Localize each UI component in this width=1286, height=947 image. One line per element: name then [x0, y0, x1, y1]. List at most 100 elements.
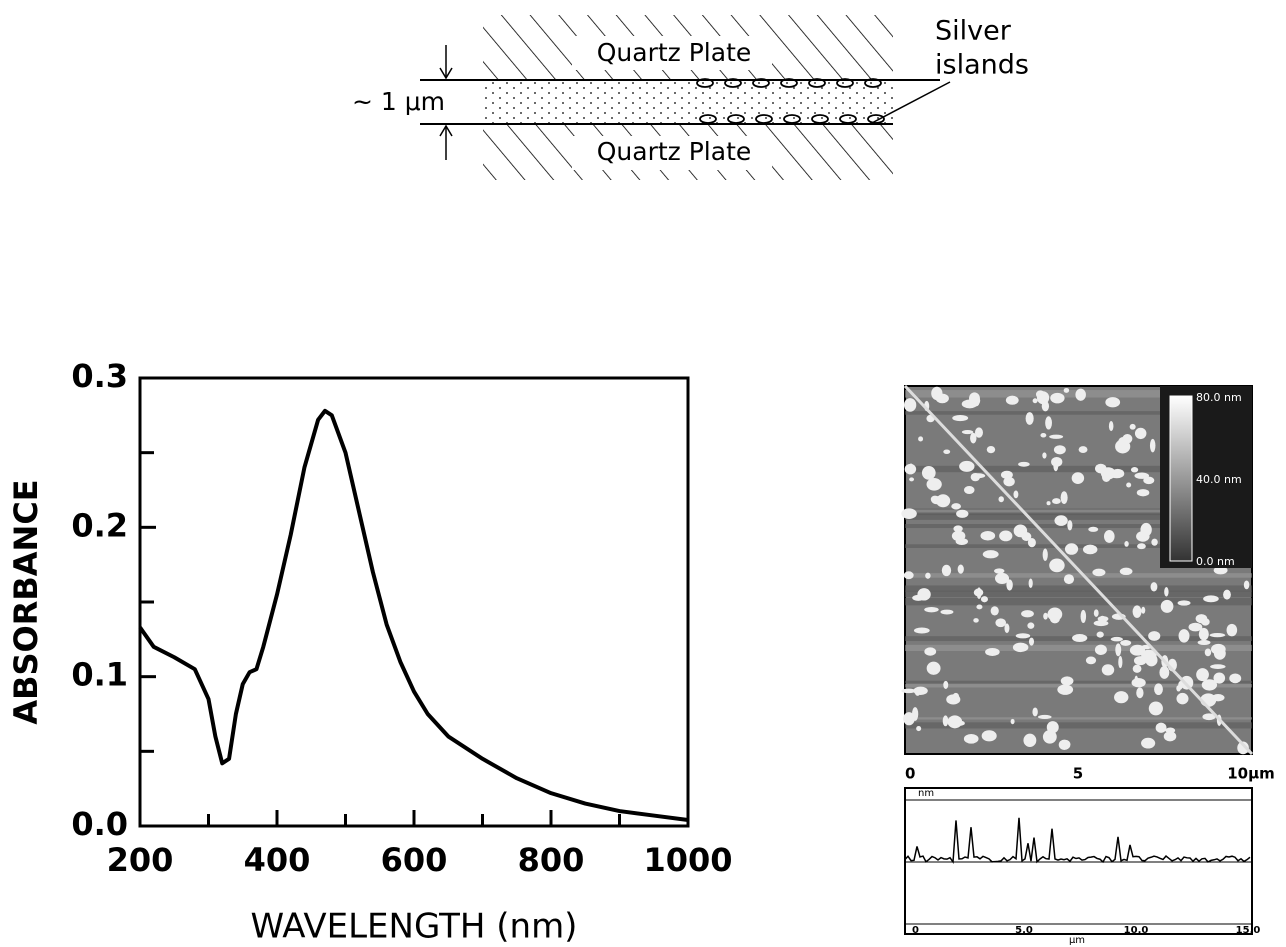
island-blob	[1129, 423, 1136, 430]
island-blob	[1064, 543, 1079, 555]
island-blob	[903, 571, 914, 580]
island-blob	[1148, 631, 1161, 641]
island-blob	[1023, 733, 1037, 748]
stripe	[905, 684, 1252, 688]
island-blob	[1243, 580, 1250, 590]
island-blob	[973, 397, 980, 407]
island-blob	[1035, 390, 1045, 399]
silver-island	[696, 78, 714, 88]
island-blob	[1046, 501, 1051, 506]
island-blob	[1000, 470, 1013, 480]
afm-axis-label: 5	[1073, 765, 1083, 783]
island-blob	[1057, 684, 1074, 695]
island-blob	[980, 530, 996, 541]
island-blob	[1124, 541, 1129, 547]
silver-island	[811, 114, 829, 124]
island-blob	[1141, 737, 1156, 749]
island-blob	[970, 432, 977, 444]
island-blob	[1096, 631, 1104, 638]
stripe	[905, 680, 1252, 684]
island-blob	[952, 692, 960, 701]
island-blob	[935, 393, 949, 404]
island-blob	[1160, 599, 1174, 613]
island-blob	[1028, 637, 1035, 646]
island-blob	[909, 477, 915, 482]
island-blob	[970, 472, 981, 482]
island-blob	[994, 568, 1005, 574]
island-blob	[985, 647, 1000, 656]
island-blob	[1047, 607, 1063, 621]
silver-island	[727, 114, 745, 124]
island-blob	[1115, 643, 1122, 657]
silver-island	[836, 78, 854, 88]
island-blob	[1210, 664, 1226, 669]
stripe	[905, 509, 1252, 513]
plate-label: Quartz Plate	[597, 137, 752, 166]
island-blob	[1237, 741, 1249, 755]
x-tick-label: 800	[518, 841, 585, 879]
island-blob	[1005, 395, 1019, 405]
island-blob	[1154, 683, 1163, 696]
silver-island	[867, 114, 885, 124]
island-blob	[1159, 666, 1170, 679]
island-blob	[1027, 622, 1035, 629]
island-blob	[1013, 490, 1019, 499]
island-blob	[999, 530, 1013, 542]
stripe	[905, 513, 1252, 520]
island-blob	[1080, 609, 1087, 624]
island-blob	[1025, 412, 1034, 425]
island-blob	[1049, 558, 1065, 573]
island-blob	[1103, 530, 1115, 543]
island-blob	[1118, 655, 1123, 669]
island-blob	[1140, 522, 1152, 537]
island-blob	[1021, 532, 1032, 541]
island-blob	[1063, 574, 1075, 585]
island-blob	[1151, 538, 1158, 546]
island-blob	[1213, 672, 1226, 684]
island-blob	[941, 564, 952, 577]
island-blob	[1012, 642, 1029, 653]
island-blob	[1223, 589, 1231, 600]
x-tick-label: 200	[107, 841, 174, 879]
silver-island	[783, 114, 801, 124]
island-blob	[1042, 548, 1048, 561]
stripe	[905, 722, 1252, 729]
plate-label: Quartz Plate	[597, 38, 752, 67]
island-blob	[961, 399, 978, 409]
island-blob	[1027, 537, 1036, 548]
island-blob	[1145, 653, 1158, 667]
island-blob	[940, 609, 954, 615]
island-blob	[903, 712, 915, 726]
island-blob	[1213, 647, 1226, 660]
island-blob	[901, 508, 917, 519]
island-blob	[1075, 388, 1086, 401]
island-blob	[1095, 463, 1107, 474]
island-blob	[1045, 416, 1052, 430]
scale-label: 0.0 nm	[1196, 555, 1235, 568]
scale-label: 80.0 nm	[1196, 391, 1242, 404]
island-blob	[1049, 434, 1064, 439]
island-blob	[963, 734, 979, 744]
island-blob	[1053, 460, 1059, 472]
island-blob	[1136, 489, 1150, 497]
island-blob	[908, 463, 914, 472]
islands-label: Silver	[935, 16, 1012, 47]
island-blob	[1201, 679, 1218, 691]
island-blob	[1134, 472, 1150, 479]
island-blob	[982, 550, 999, 559]
island-blob	[942, 715, 949, 727]
silver-island	[864, 78, 882, 88]
stripe	[905, 717, 1252, 720]
island-blob	[1197, 640, 1211, 646]
island-blob	[1060, 491, 1068, 505]
island-blob	[1110, 636, 1123, 642]
island-blob	[1178, 681, 1183, 690]
island-blob	[1015, 633, 1031, 639]
island-blob	[1067, 520, 1073, 531]
silver-island	[755, 114, 773, 124]
island-blob	[1164, 587, 1169, 597]
island-blob	[963, 485, 975, 495]
island-blob	[1229, 673, 1242, 684]
island-blob	[1060, 676, 1074, 686]
